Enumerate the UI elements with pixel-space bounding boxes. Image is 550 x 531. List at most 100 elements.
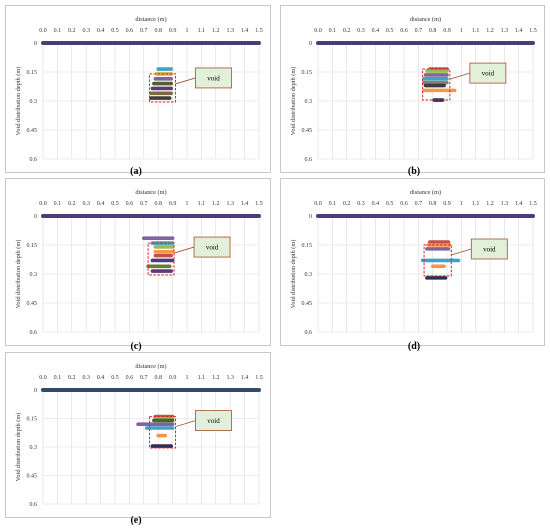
x-tick-label: 0.9 bbox=[443, 28, 451, 34]
x-tick-label: 0.3 bbox=[82, 28, 90, 34]
chart-svg: distance (m) 0.0 0.1 0.2 0.3 0.4 0.5 0.6 0.7 0.8 0… bbox=[15, 189, 263, 336]
y-axis-title: Void distribution depth (m) bbox=[15, 67, 22, 136]
panel-caption: (d) bbox=[407, 341, 421, 352]
void-callout-label: void bbox=[207, 417, 220, 425]
void-callout-box bbox=[195, 67, 232, 89]
y-tick-label: 0.3 bbox=[30, 445, 38, 451]
y-tick-label: 0.6 bbox=[30, 330, 38, 336]
y-tick-label: 0.45 bbox=[302, 301, 313, 307]
x-tick-label: 0.2 bbox=[68, 201, 76, 207]
x-tick-label: 1 bbox=[186, 375, 189, 381]
x-tick-label: 0.8 bbox=[154, 375, 162, 381]
x-tick-label: 1 bbox=[460, 201, 463, 207]
x-tick-label: 0.4 bbox=[97, 28, 105, 34]
y-axis-title: Void distribution depth (m) bbox=[290, 67, 297, 136]
panel-caption: (c) bbox=[130, 341, 142, 352]
x-tick-label: 0.5 bbox=[111, 375, 119, 381]
x-tick-label: 0.0 bbox=[314, 28, 322, 34]
y-tick-label: 0.6 bbox=[305, 330, 313, 336]
x-tick-label: 0.8 bbox=[429, 201, 437, 207]
x-tick-label: 1.5 bbox=[529, 28, 537, 34]
x-tick-label: 1 bbox=[186, 28, 189, 34]
void-region-box bbox=[422, 68, 451, 101]
y-tick-label: 0.3 bbox=[30, 272, 38, 278]
y-tick-label: 0.3 bbox=[305, 99, 313, 105]
x-axis-title: distance (m) bbox=[135, 189, 166, 196]
x-tick-label: 1.2 bbox=[212, 375, 220, 381]
x-tick-label: 1.4 bbox=[241, 28, 249, 34]
void-callout-label: void bbox=[207, 74, 220, 82]
y-tick-label: 0.15 bbox=[302, 70, 313, 76]
void-callout-label: void bbox=[206, 244, 219, 252]
void-region-box bbox=[423, 244, 452, 277]
x-tick-label: 1.1 bbox=[472, 28, 480, 34]
chart-panel-d: distance (m) 0.0 0.1 0.2 0.3 0.4 0.5 0.6 0.7 0.8 0… bbox=[280, 178, 545, 346]
y-tick-label: 0.15 bbox=[302, 243, 313, 249]
x-tick-label: 0.1 bbox=[54, 201, 62, 207]
x-tick-label: 0.0 bbox=[39, 201, 47, 207]
callout-leader bbox=[173, 246, 195, 254]
callout-leader bbox=[175, 420, 196, 427]
x-tick-label: 0.7 bbox=[415, 28, 423, 34]
y-tick-label: 0.6 bbox=[30, 502, 38, 508]
x-tick-label: 1.1 bbox=[198, 201, 206, 207]
x-axis-title: distance (m) bbox=[135, 16, 166, 23]
x-tick-label: 0.2 bbox=[68, 375, 76, 381]
x-tick-label: 0.7 bbox=[415, 201, 423, 207]
x-tick-label: 0.6 bbox=[126, 375, 134, 381]
y-axis-title: Void distribution depth (m) bbox=[15, 240, 22, 309]
x-tick-label: 0.2 bbox=[68, 28, 76, 34]
x-tick-label: 1.3 bbox=[501, 201, 509, 207]
chart-panel-b: distance (m) 0.0 0.1 0.2 0.3 0.4 0.5 0.6 0.7 0.8 0… bbox=[280, 5, 545, 173]
x-axis-title: distance (m) bbox=[410, 16, 441, 23]
panel-caption: (a) bbox=[130, 166, 142, 177]
x-tick-label: 0.7 bbox=[140, 28, 148, 34]
x-tick-label: 1.1 bbox=[472, 201, 480, 207]
x-tick-label: 0.1 bbox=[329, 28, 337, 34]
x-axis-title: distance (m) bbox=[410, 189, 441, 196]
void-callout-label: void bbox=[483, 246, 496, 254]
x-tick-label: 0.5 bbox=[111, 28, 119, 34]
x-tick-label: 0.3 bbox=[357, 201, 365, 207]
callout-leader bbox=[449, 72, 470, 80]
y-tick-label: 0.6 bbox=[30, 157, 38, 163]
chart-svg: distance (m) 0.0 0.1 0.2 0.3 0.4 0.5 0.6 0.7 0.8 0… bbox=[15, 16, 263, 163]
y-tick-label: 0 bbox=[34, 214, 37, 220]
x-tick-label: 1.3 bbox=[226, 201, 234, 207]
chart-svg: distance (m) 0.0 0.1 0.2 0.3 0.4 0.5 0.6 0.7 0.8 0… bbox=[15, 363, 263, 508]
x-tick-label: 0.3 bbox=[82, 201, 90, 207]
y-tick-label: 0.3 bbox=[30, 99, 38, 105]
x-tick-label: 0.8 bbox=[154, 28, 162, 34]
x-tick-label: 0.4 bbox=[97, 201, 105, 207]
x-tick-label: 0.1 bbox=[54, 375, 62, 381]
x-tick-label: 1.4 bbox=[515, 28, 523, 34]
x-axis-title: distance (m) bbox=[135, 363, 166, 370]
x-tick-label: 0.4 bbox=[97, 375, 105, 381]
chart-panel-a: distance (m) 0.0 0.1 0.2 0.3 0.4 0.5 0.6 0.7 0.8 0… bbox=[5, 5, 271, 173]
x-tick-label: 1.1 bbox=[198, 28, 206, 34]
x-tick-label: 1.5 bbox=[255, 375, 263, 381]
void-callout-box bbox=[195, 410, 232, 431]
x-tick-label: 0.5 bbox=[386, 201, 394, 207]
y-tick-label: 0.6 bbox=[305, 157, 313, 163]
chart-svg: distance (m) 0.0 0.1 0.2 0.3 0.4 0.5 0.6 0.7 0.8 0… bbox=[290, 189, 537, 336]
callout-leader bbox=[175, 77, 196, 85]
void-callout-label: void bbox=[482, 70, 495, 78]
x-tick-label: 1.3 bbox=[501, 28, 509, 34]
y-tick-label: 0.15 bbox=[27, 70, 38, 76]
x-tick-label: 1.2 bbox=[212, 201, 220, 207]
x-tick-label: 0.5 bbox=[111, 201, 119, 207]
y-tick-label: 0.45 bbox=[302, 128, 313, 134]
x-tick-label: 1.4 bbox=[241, 375, 249, 381]
x-tick-label: 0.7 bbox=[140, 375, 148, 381]
x-tick-label: 0.3 bbox=[82, 375, 90, 381]
void-region-box bbox=[149, 73, 176, 103]
void-callout-box bbox=[193, 236, 231, 258]
x-tick-label: 1.5 bbox=[255, 28, 263, 34]
x-tick-label: 0.1 bbox=[329, 201, 337, 207]
x-tick-label: 0.7 bbox=[140, 201, 148, 207]
panel-caption: (b) bbox=[407, 166, 421, 177]
chart-svg: distance (m) 0.0 0.1 0.2 0.3 0.4 0.5 0.6 0.7 0.8 0… bbox=[290, 16, 537, 163]
y-tick-label: 0.15 bbox=[27, 417, 38, 423]
y-axis-title: Void distribution depth (m) bbox=[290, 240, 297, 309]
